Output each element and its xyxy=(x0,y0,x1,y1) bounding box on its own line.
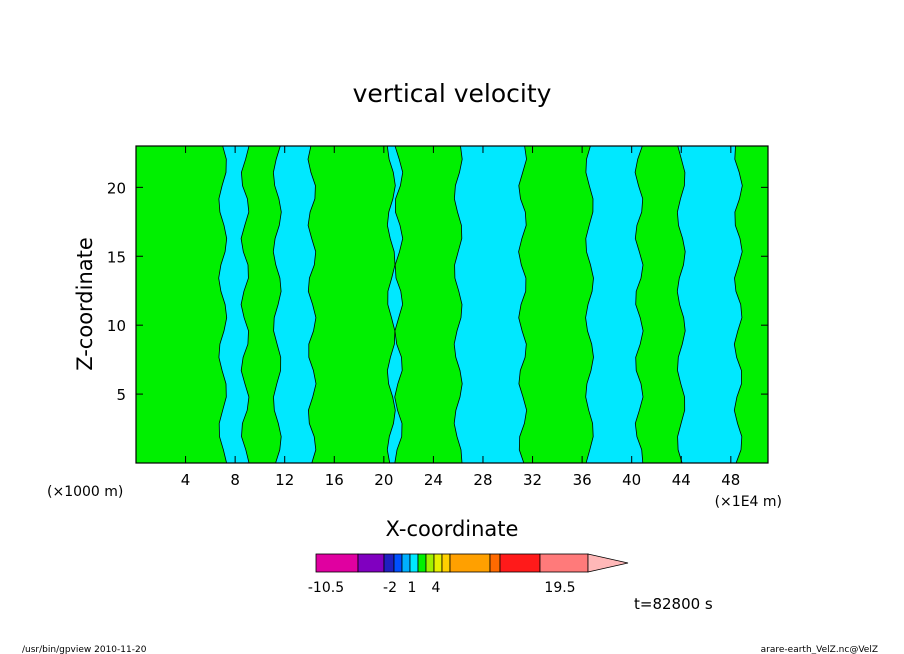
colorbar-cell xyxy=(539,553,589,573)
y-tick-label: 20 xyxy=(107,179,126,197)
positive-region-4 xyxy=(518,145,594,464)
positive-region-1 xyxy=(240,145,282,464)
x-tick-label: 36 xyxy=(573,471,592,489)
colorbar-cell xyxy=(441,553,451,573)
colorbar: -10.5 -2 1 4 19.5 xyxy=(308,553,629,596)
x-tick-label: 4 xyxy=(181,471,191,489)
colorbar-cell xyxy=(449,553,491,573)
colorbar-cell xyxy=(401,553,411,573)
x-tick-label: 44 xyxy=(672,471,691,489)
positive-region-0 xyxy=(135,145,228,464)
chart-title: vertical velocity xyxy=(353,79,552,108)
y-axis-label: Z-coordinate xyxy=(73,237,97,371)
x-axis-label: X-coordinate xyxy=(386,517,519,541)
footer-left: /usr/bin/gpview 2010-11-20 xyxy=(22,645,147,654)
plot-frame xyxy=(135,145,769,464)
x-tick-label: 16 xyxy=(325,471,344,489)
footer-right: arare-earth_VelZ.nc@VelZ xyxy=(761,645,878,654)
x-tick-label: 40 xyxy=(622,471,641,489)
colorbar-cell xyxy=(433,553,443,573)
colorbar-tick-label: 19.5 xyxy=(544,580,575,596)
colorbar-tick-label: 4 xyxy=(432,580,441,596)
positive-region-5 xyxy=(634,145,686,464)
colorbar-cell xyxy=(383,553,395,573)
colorbar-tick-label: -2 xyxy=(383,580,397,596)
x-tick-label: 12 xyxy=(275,471,294,489)
x-tick-label: 48 xyxy=(721,471,740,489)
x-units-right: (×1E4 m) xyxy=(715,494,782,510)
colorbar-cell xyxy=(425,553,435,573)
time-label: t=82800 s xyxy=(634,595,713,613)
colorbar-tick-label: 1 xyxy=(408,580,417,596)
y-tick-label: 10 xyxy=(107,317,126,335)
positive-region-3 xyxy=(394,145,463,464)
x-units-left: (×1000 m) xyxy=(47,484,123,500)
x-tick-label: 24 xyxy=(424,471,443,489)
colorbar-tick-label: -10.5 xyxy=(308,580,344,596)
x-tick-label: 32 xyxy=(523,471,542,489)
colorbar-cell xyxy=(409,553,419,573)
colorbar-cell xyxy=(357,553,385,573)
colorbar-cell xyxy=(315,553,359,573)
y-tick-label: 15 xyxy=(107,248,126,266)
x-tick-label: 28 xyxy=(473,471,492,489)
y-axis-ticks: 5 10 15 20 xyxy=(107,179,768,404)
y-tick-label: 5 xyxy=(116,386,126,404)
x-axis-ticks: 4 8 12 16 20 24 28 32 36 40 44 48 xyxy=(181,146,740,489)
colorbar-cell xyxy=(489,553,501,573)
colorbar-cell xyxy=(393,553,403,573)
positive-velocity-regions xyxy=(135,145,769,464)
x-tick-label: 8 xyxy=(230,471,240,489)
colorbar-cell xyxy=(499,553,541,573)
positive-region-2 xyxy=(307,145,396,464)
colorbar-arrow xyxy=(587,553,629,573)
colorbar-cell xyxy=(417,553,427,573)
x-tick-label: 20 xyxy=(374,471,393,489)
